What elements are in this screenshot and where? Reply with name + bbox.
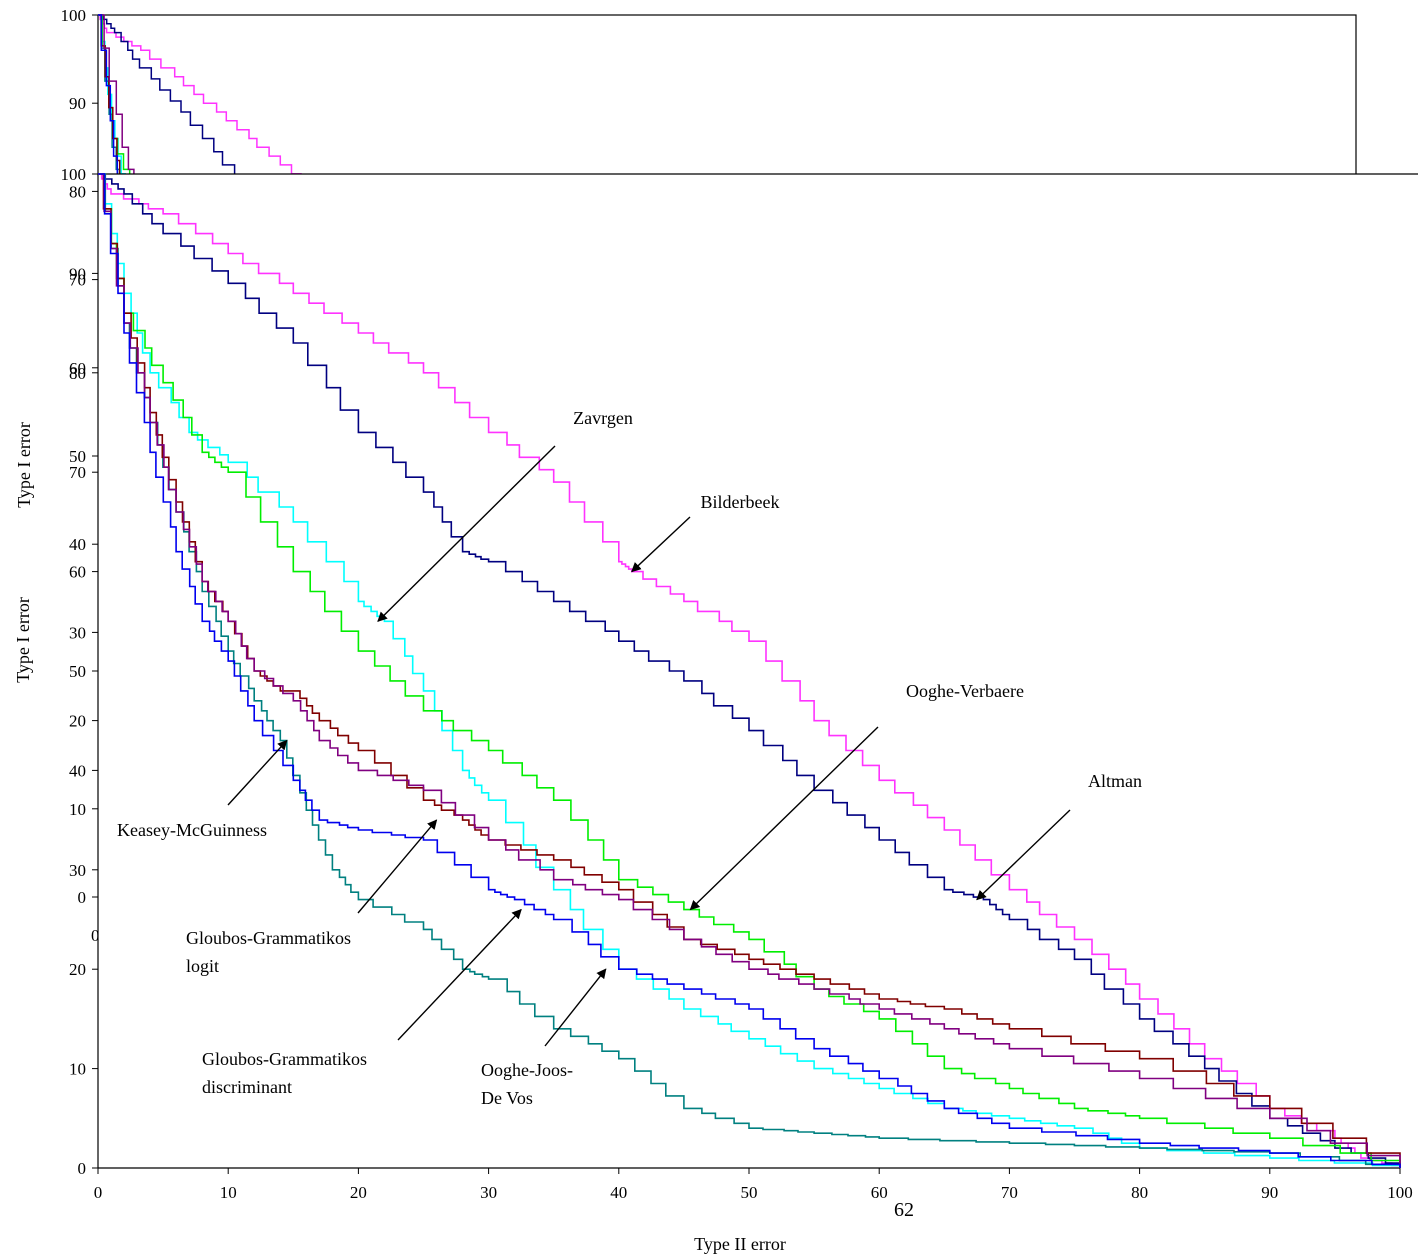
x-tick-label: 90	[1261, 1183, 1278, 1202]
y-axis-title: Type I error	[13, 597, 33, 683]
back-y-tick-label: 10	[69, 800, 86, 819]
y-tick-label: 0	[78, 1159, 87, 1178]
series-annotations: Zavrgen Bilderbeek Ooghe-Verbaere Altman Kea…	[117, 408, 1142, 1108]
annotation-arrow-gloubos-grammatikos-discriminant	[397, 908, 522, 1041]
annotation-arrow-ooghe-joos-de-vos	[544, 968, 607, 1047]
y-tick-label: 60	[69, 563, 86, 582]
x-tick-label: 30	[480, 1183, 497, 1202]
x-tick-label: 40	[610, 1183, 627, 1202]
x-tick-label: 20	[350, 1183, 367, 1202]
back-y-tick-label: 30	[69, 623, 86, 642]
y-tick-label: 90	[69, 264, 86, 283]
series-line-ooghe-joos-de-vos	[98, 173, 1401, 1168]
x-tick-label: 80	[1131, 1183, 1148, 1202]
annotation-label-gloubos-grammatikos-discriminant: Gloubos-Grammatikos discriminant	[202, 1049, 367, 1097]
y-tick-label: 100	[61, 165, 87, 184]
y-tick-label: 40	[69, 761, 86, 780]
x-tick-label: 0	[94, 1183, 103, 1202]
annotation-label-ooghe-verbaere: Ooghe-Verbaere	[906, 681, 1024, 701]
page-number: 62	[894, 1199, 914, 1221]
annotation-arrow-altman	[976, 809, 1071, 901]
annotation-label-keasey-mcguinness: Keasey-McGuinness	[117, 820, 267, 840]
back-y-axis-title: Type I error	[14, 422, 34, 508]
x-axis-title: Type II error	[694, 1234, 786, 1254]
x-tick-label: 10	[220, 1183, 237, 1202]
y-tick-label: 80	[69, 364, 86, 383]
annotation-label-gloubos-grammatikos-logit: Gloubos-Grammatikos logit	[186, 928, 351, 976]
back-partial-x-tick: 0	[91, 926, 100, 945]
y-tick-label: 70	[69, 463, 86, 482]
series-line-bilderbeek	[98, 173, 1401, 1168]
annotation-arrow-keasey-mcguinness	[227, 739, 288, 806]
back-y-tick-label: 0	[78, 888, 87, 907]
annotation-label-bilderbeek: Bilderbeek	[701, 492, 780, 512]
back-plot-frame	[97, 14, 1357, 176]
y-tick-label: 20	[69, 960, 86, 979]
y-tick-label: 50	[69, 662, 86, 681]
annotation-label-zavrgen: Zavrgen	[573, 408, 633, 428]
annotation-arrow-bilderbeek	[631, 516, 691, 573]
back-y-tick-label: 80	[69, 182, 86, 201]
back-y-tick-label: 100	[61, 6, 87, 25]
x-tick-label: 100	[1387, 1183, 1413, 1202]
x-tick-label: 60	[871, 1183, 888, 1202]
front-panel-background	[98, 174, 1418, 1260]
back-y-tick-label: 20	[69, 712, 86, 731]
x-ticks: 0 10 20 30 40 50 60 70 80 90 100	[94, 1168, 1413, 1202]
back-y-tick-label: 50	[69, 447, 86, 466]
annotation-arrow-zavrgen	[377, 445, 556, 622]
back-y-tick-label: 90	[69, 94, 86, 113]
y-tick-label: 30	[69, 861, 86, 880]
y-tick-label: 10	[69, 1060, 86, 1079]
back-y-tick-label: 60	[69, 359, 86, 378]
series-lines	[98, 173, 1401, 1168]
x-tick-label: 50	[741, 1183, 758, 1202]
series-line-keasey-mcguinness	[98, 173, 1401, 1168]
annotation-arrow-gloubos-grammatikos-logit	[357, 819, 438, 914]
series-line-altman	[98, 173, 1401, 1168]
series-line-zavrgen	[98, 173, 1401, 1168]
annotation-label-ooghe-joos-de-vos: Ooghe-Joos-De Vos	[481, 1060, 573, 1108]
series-line-ooghe-verbaere	[98, 173, 1401, 1168]
annotation-arrow-ooghe-verbaere	[689, 726, 879, 911]
back-y-tick-label: 70	[69, 271, 86, 290]
series-line-gloubos-grammatikos-discriminant	[98, 173, 1401, 1168]
back-y-tick-label: 40	[69, 535, 86, 554]
x-tick-label: 70	[1001, 1183, 1018, 1202]
annotation-label-altman: Altman	[1088, 771, 1142, 791]
front-chart-panel: 0 10 20 30 40 50 60 70 80 90 100 01020304050607080…	[13, 165, 1418, 1260]
